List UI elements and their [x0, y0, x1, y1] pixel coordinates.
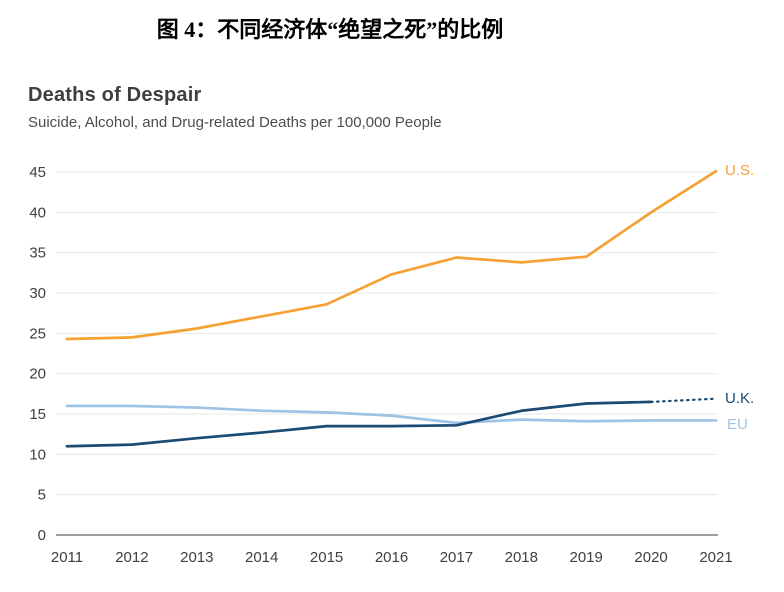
y-tick-label: 30 [29, 285, 46, 302]
series-line-us [65, 169, 718, 341]
x-tick-label: 2019 [570, 549, 603, 566]
series-label-uk: U.K. [725, 390, 755, 407]
y-tick-label: 20 [29, 366, 46, 383]
y-tick-label: 35 [29, 245, 46, 262]
x-tick-label: 2012 [115, 549, 148, 566]
x-tick-label: 2013 [180, 549, 213, 566]
y-tick-label: 15 [29, 406, 46, 423]
series-label-eu: EU [727, 416, 748, 433]
y-tick-label: 5 [38, 487, 46, 504]
series-line-uk-projection [649, 397, 718, 403]
figure-caption: 图 4：不同经济体“绝望之死”的比例 [156, 17, 504, 42]
x-tick-label: 2011 [51, 549, 83, 566]
line-chart: 0 5 10 15 20 25 30 35 40 45 2011 2012 2013 2014 2015 20… [29, 164, 732, 566]
chart-subtitle: Suicide, Alcohol, and Drug-related Death… [28, 114, 442, 131]
y-tick-label: 40 [29, 204, 46, 221]
y-tick-label: 10 [29, 446, 46, 463]
series-label-us: U.S. [725, 162, 755, 179]
series-line-uk [65, 400, 653, 448]
series-line-eu [65, 404, 718, 425]
x-tick-label: 2021 [699, 549, 732, 566]
x-tick-label: 2016 [375, 549, 408, 566]
x-tick-label: 2015 [310, 549, 343, 566]
x-tick-label: 2020 [634, 549, 667, 566]
x-tick-label: 2018 [505, 549, 538, 566]
y-tick-label: 0 [38, 527, 46, 544]
chart-title: Deaths of Despair [28, 84, 202, 106]
x-tick-label: 2017 [440, 549, 473, 566]
x-tick-label: 2014 [245, 549, 278, 566]
y-tick-label: 45 [29, 164, 46, 181]
y-tick-label: 25 [29, 325, 46, 342]
